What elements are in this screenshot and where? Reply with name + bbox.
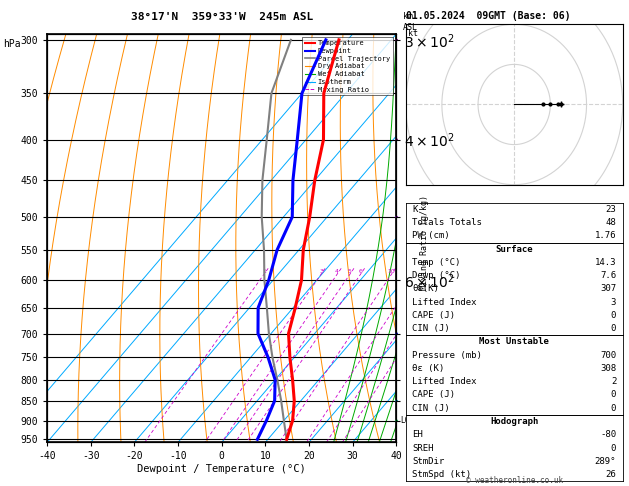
Text: Hodograph: Hodograph: [490, 417, 538, 426]
Text: LCL: LCL: [400, 416, 414, 425]
Text: -80: -80: [600, 430, 616, 439]
Text: 3: 3: [611, 298, 616, 307]
Text: Lifted Index: Lifted Index: [412, 298, 477, 307]
Text: kt: kt: [408, 29, 418, 38]
Text: 4: 4: [335, 269, 339, 274]
Text: 26: 26: [606, 470, 616, 479]
Text: Mixing Ratio (g/kg): Mixing Ratio (g/kg): [420, 195, 429, 291]
Text: CAPE (J): CAPE (J): [412, 311, 455, 320]
Text: 01.05.2024  09GMT (Base: 06): 01.05.2024 09GMT (Base: 06): [406, 11, 571, 21]
Text: 10: 10: [387, 269, 396, 274]
Text: CIN (J): CIN (J): [412, 324, 450, 333]
Text: Most Unstable: Most Unstable: [479, 337, 549, 347]
Text: 48: 48: [606, 218, 616, 227]
Text: SREH: SREH: [412, 444, 434, 452]
Text: Lifted Index: Lifted Index: [412, 377, 477, 386]
Text: 0: 0: [611, 404, 616, 413]
Text: Pressure (mb): Pressure (mb): [412, 351, 482, 360]
Text: 23: 23: [606, 205, 616, 214]
Text: PW (cm): PW (cm): [412, 231, 450, 241]
Text: 0: 0: [611, 390, 616, 399]
Text: θε(K): θε(K): [412, 284, 439, 294]
Text: hPa: hPa: [3, 39, 21, 49]
Text: 0: 0: [611, 311, 616, 320]
Text: 3: 3: [319, 269, 323, 274]
Text: StmSpd (kt): StmSpd (kt): [412, 470, 471, 479]
Text: 308: 308: [600, 364, 616, 373]
Text: 1: 1: [262, 269, 266, 274]
Text: 2: 2: [611, 377, 616, 386]
Legend: Temperature, Dewpoint, Parcel Trajectory, Dry Adiabat, Wet Adiabat, Isotherm, Mi: Temperature, Dewpoint, Parcel Trajectory…: [302, 37, 392, 95]
Text: 0: 0: [611, 324, 616, 333]
Text: Totals Totals: Totals Totals: [412, 218, 482, 227]
Text: K: K: [412, 205, 418, 214]
Text: 7.6: 7.6: [600, 271, 616, 280]
Text: 38°17'N  359°33'W  245m ASL: 38°17'N 359°33'W 245m ASL: [131, 12, 313, 22]
Text: θε (K): θε (K): [412, 364, 445, 373]
Text: 289°: 289°: [594, 457, 616, 466]
Text: © weatheronline.co.uk: © weatheronline.co.uk: [465, 476, 563, 485]
Text: StmDir: StmDir: [412, 457, 445, 466]
Text: 5: 5: [348, 269, 352, 274]
Text: 307: 307: [600, 284, 616, 294]
Text: Dewp (°C): Dewp (°C): [412, 271, 460, 280]
X-axis label: Dewpoint / Temperature (°C): Dewpoint / Temperature (°C): [137, 464, 306, 474]
Text: 6: 6: [359, 269, 362, 274]
Text: 0: 0: [611, 444, 616, 452]
Text: CAPE (J): CAPE (J): [412, 390, 455, 399]
Text: Surface: Surface: [496, 244, 533, 254]
Text: CIN (J): CIN (J): [412, 404, 450, 413]
Text: km
ASL: km ASL: [403, 12, 418, 32]
Text: 1.76: 1.76: [594, 231, 616, 241]
Text: 700: 700: [600, 351, 616, 360]
Text: 14.3: 14.3: [594, 258, 616, 267]
Text: EH: EH: [412, 430, 423, 439]
Text: Temp (°C): Temp (°C): [412, 258, 460, 267]
